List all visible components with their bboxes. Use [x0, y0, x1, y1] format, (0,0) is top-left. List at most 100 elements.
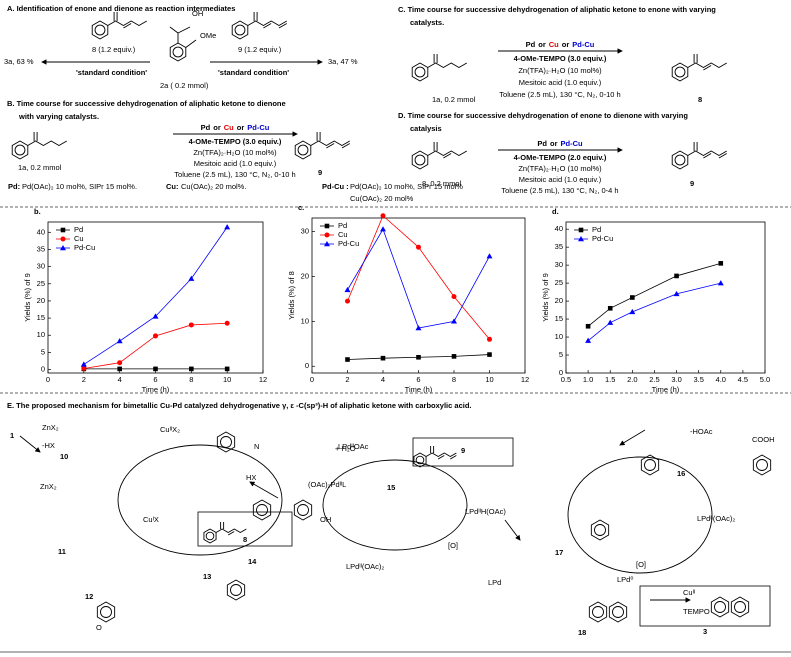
double-bond: [278, 23, 287, 29]
mechanism-label: -HOAc: [690, 427, 713, 436]
ring: [252, 499, 272, 521]
compound-label: 8, 0.2 mmol: [422, 179, 462, 188]
ring-aromatic: [100, 606, 112, 618]
panel-label: d.: [552, 207, 559, 216]
ring: [11, 140, 29, 160]
marker: [629, 308, 636, 315]
x-tick-label: 3.0: [671, 375, 681, 384]
marker: [152, 313, 159, 319]
marker: [585, 323, 591, 329]
x-tick-label: 8: [452, 375, 456, 384]
ring: [169, 42, 187, 62]
chain: [247, 20, 287, 27]
mechanism-label: LPdᴵᴵ(OAc)₂: [346, 562, 384, 571]
compound-label: 9: [690, 179, 694, 188]
condition: Mesitoic acid (1.0 equiv.): [194, 159, 277, 168]
chain: [687, 150, 727, 157]
catalyst-name: or: [213, 123, 221, 132]
x-tick-label: 2.5: [649, 375, 659, 384]
scheme-label: OMe: [200, 31, 216, 40]
catalyst-name: or: [538, 40, 546, 49]
mechanism-label: + H₂O: [335, 444, 356, 453]
legend-marker: [324, 232, 330, 238]
section-title: D. Time course for successive dehydrogen…: [398, 111, 688, 120]
marker: [153, 366, 158, 372]
legend-label: Pd-Cu: [74, 243, 95, 252]
ring-aromatic: [234, 24, 246, 36]
mechanism-label: 17: [555, 548, 563, 557]
double-bond: [703, 65, 712, 71]
y-tick-label: 30: [301, 226, 309, 235]
catalyst-name: or: [237, 123, 245, 132]
y-tick-label: 0: [305, 361, 309, 370]
marker: [674, 273, 679, 279]
mechanism-label: 16: [677, 469, 685, 478]
condition: Toluene (2.5 mL), 130 °C, N₂, 0-10 h: [499, 90, 620, 99]
y-tick-label: 30: [37, 262, 45, 271]
y-tick-label: 20: [37, 296, 45, 305]
scheme-label: 'standard condition': [218, 68, 289, 77]
double-bond: [326, 143, 335, 149]
ring-aromatic: [297, 504, 309, 516]
x-tick-label: 2: [82, 375, 86, 384]
series-line: [347, 215, 490, 340]
condition: Mesitoic acid (1.0 equiv.): [519, 175, 602, 184]
arrow: [249, 481, 279, 499]
legend-label: Cu: [74, 234, 84, 243]
arrow: [19, 435, 41, 453]
marker: [380, 355, 386, 361]
scheme-label: 3a, 63 %: [4, 57, 34, 66]
x-tick-label: 4.5: [738, 375, 748, 384]
double-bond: [227, 531, 235, 536]
mechanism-label: OH: [320, 515, 331, 524]
x-axis-label: Time (h): [652, 385, 680, 394]
marker: [487, 336, 492, 342]
catalyst-header: Pd or Pd-Cu: [537, 139, 583, 148]
catalyst-name: or: [562, 40, 570, 49]
x-axis-label: Time (h): [405, 385, 433, 394]
mechanism-label: CuᴵᴵX₂: [160, 425, 180, 434]
legend-label: Cu: [338, 230, 348, 239]
catalyst-name: or: [550, 139, 558, 148]
ring-aromatic: [415, 455, 425, 465]
mechanism-label: COOH: [752, 435, 775, 444]
catalyst-name: Pd: [201, 123, 211, 132]
legend-label: Pd: [338, 221, 347, 230]
ring: [671, 62, 689, 82]
ring-aromatic: [94, 24, 106, 36]
carbonyl: [433, 54, 438, 63]
ring-aromatic: [674, 66, 686, 78]
mechanism-label: CuᴵX: [143, 515, 159, 524]
ring-aromatic: [414, 154, 426, 166]
catalytic-cycle: [322, 459, 468, 551]
chain: [687, 62, 727, 69]
y-tick-label: 35: [37, 244, 45, 253]
marker: [607, 319, 614, 325]
carbonyl: [33, 132, 38, 141]
y-tick-label: 10: [555, 332, 563, 341]
double-bond: [450, 455, 457, 460]
marker: [585, 337, 592, 343]
mechanism-label: 12: [85, 592, 93, 601]
x-tick-label: 3.5: [693, 375, 703, 384]
condition: 4-OMe-TEMPO (3.0 equiv.): [189, 137, 282, 146]
x-tick-label: 10: [223, 375, 231, 384]
condition: 4-OMe-TEMPO (2.0 equiv.): [514, 153, 607, 162]
y-tick-label: 20: [301, 271, 309, 280]
chain: [427, 62, 467, 69]
y-tick-label: 40: [37, 227, 45, 236]
series-line: [587, 262, 721, 327]
mechanism-label: (OAc)₂PdᴵᴵL: [308, 480, 346, 489]
ring: [411, 150, 429, 170]
ring: [671, 150, 689, 170]
ring-aromatic: [220, 436, 232, 448]
scheme-label: 9 (1.2 equiv.): [238, 45, 282, 54]
mechanism-label: LPdᴵᴵ(OAc)₂: [697, 514, 735, 523]
double-bond: [341, 143, 350, 149]
ring: [710, 596, 730, 618]
catalyst-name: Pd-Cu: [572, 40, 594, 49]
ring-aromatic: [756, 459, 768, 471]
mechanism-label: ZnX₂: [42, 423, 59, 432]
x-tick-label: 4.0: [716, 375, 726, 384]
